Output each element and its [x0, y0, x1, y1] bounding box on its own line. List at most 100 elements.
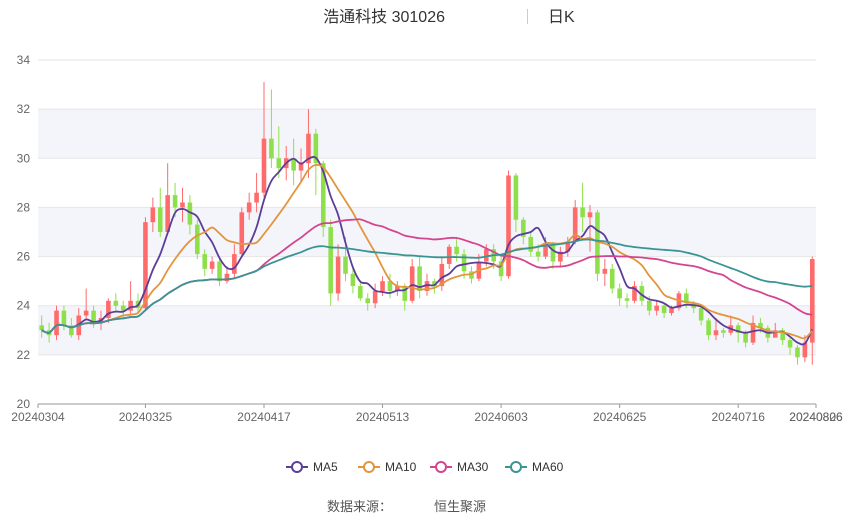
candle-body	[602, 268, 608, 274]
candle	[83, 288, 89, 321]
candle-body	[372, 290, 378, 304]
candle-body	[291, 158, 296, 171]
x-tick-label: 20240806	[789, 410, 843, 424]
candle	[358, 281, 363, 301]
x-tick-label: 20240716	[712, 410, 766, 424]
candle	[580, 182, 585, 232]
candle	[269, 89, 274, 169]
candle	[780, 327, 785, 346]
candle-body	[269, 138, 274, 159]
candle-body	[469, 271, 474, 279]
candle	[232, 244, 237, 279]
candle-body	[380, 281, 385, 291]
ma-line-ma10	[41, 163, 813, 340]
candle	[402, 283, 408, 311]
candle-body	[609, 268, 615, 289]
candle-body	[83, 310, 89, 316]
candle	[513, 173, 519, 232]
candle	[521, 217, 526, 245]
candle-body	[313, 133, 319, 164]
candle	[91, 305, 96, 328]
candle-body	[365, 298, 371, 304]
candle	[550, 241, 556, 269]
candle-body	[506, 175, 511, 277]
legend-item: MA5	[286, 460, 338, 474]
candle	[261, 82, 267, 198]
candle-body	[358, 286, 363, 299]
candle	[113, 293, 119, 311]
plot-band	[38, 109, 816, 159]
candle-body	[402, 286, 408, 301]
candle-body	[624, 298, 630, 301]
candle	[224, 266, 230, 284]
candle-body	[721, 330, 726, 333]
candle	[632, 281, 637, 304]
candle-body	[587, 212, 593, 218]
legend-item: MA30	[430, 460, 489, 474]
candle	[698, 305, 704, 326]
legend-marker	[435, 461, 447, 473]
candle	[787, 337, 793, 355]
candle-body	[543, 244, 548, 257]
candle-body	[550, 244, 556, 262]
candle	[469, 266, 474, 284]
candle	[365, 293, 371, 311]
candle-body	[61, 310, 67, 326]
candle-body	[787, 340, 793, 348]
candle	[750, 315, 756, 346]
candle-body	[802, 342, 808, 358]
candle-body	[128, 300, 133, 311]
x-tick-label: 20240325	[119, 410, 173, 424]
candle-body	[780, 330, 785, 341]
candle	[209, 256, 215, 274]
candle-body	[750, 322, 756, 343]
ma-line-ma5	[41, 156, 814, 346]
candle	[609, 263, 615, 294]
candle	[595, 209, 600, 282]
candle	[239, 207, 245, 257]
candle-body	[320, 163, 326, 228]
candle-body	[521, 219, 526, 237]
candle-body	[617, 288, 622, 299]
candle	[143, 217, 148, 311]
candle-body	[165, 195, 170, 232]
candle-body	[446, 246, 452, 264]
legend-marker	[291, 461, 303, 473]
candle	[439, 256, 445, 291]
candle-body	[461, 254, 467, 272]
legend-item: MA60	[505, 460, 564, 474]
candle-body	[261, 138, 267, 193]
candle-body	[217, 261, 222, 282]
candle	[498, 254, 504, 282]
candle-body	[395, 286, 400, 291]
chart-period-label: 日K	[548, 9, 575, 26]
candle-body	[180, 202, 185, 208]
candle-body	[454, 246, 459, 255]
candle	[654, 300, 659, 316]
candle-body	[350, 273, 356, 287]
candle	[417, 256, 422, 299]
candle	[350, 268, 356, 294]
candle	[624, 293, 630, 309]
candle-body	[706, 320, 711, 336]
legend-label: MA60	[532, 460, 564, 474]
moving-average-lines	[41, 156, 814, 346]
candle-body	[195, 224, 200, 255]
candle-body	[113, 300, 119, 306]
candle-body	[795, 347, 800, 358]
candle-body	[209, 261, 215, 269]
candle	[409, 259, 415, 304]
source-name: 恒生聚源	[434, 499, 486, 514]
legend-marker	[363, 461, 375, 473]
x-tick-label: 20240417	[237, 410, 291, 424]
candle	[150, 197, 156, 232]
candle	[298, 148, 304, 183]
source-label: 数据来源：	[327, 499, 392, 514]
candle	[54, 305, 59, 341]
candle-body	[424, 281, 430, 291]
candle-body	[39, 325, 45, 331]
candle	[706, 318, 711, 341]
candle-body	[91, 310, 96, 323]
candle-body	[654, 305, 659, 311]
legend-marker	[510, 461, 522, 473]
